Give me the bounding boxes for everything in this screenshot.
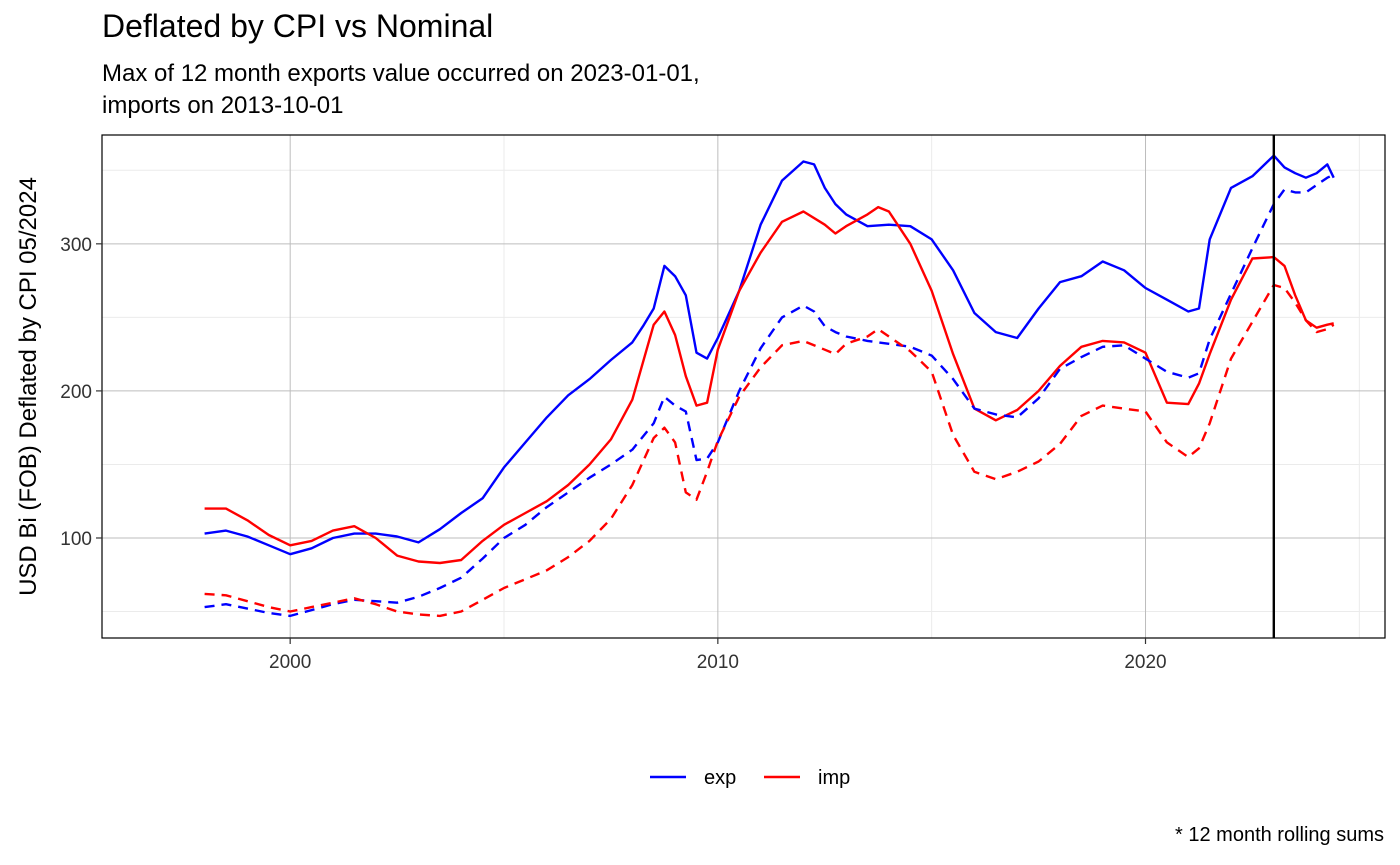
- subtitle-line-2: imports on 2013-10-01: [102, 92, 344, 119]
- legend-label-imp: imp: [818, 767, 850, 789]
- series-line-exp-solid: [204, 154, 1335, 556]
- y-tick-label: 100: [60, 529, 92, 550]
- series-line-exp-dashed: [204, 173, 1335, 618]
- series-line-imp-dashed: [204, 283, 1335, 618]
- chart-title: Deflated by CPI vs Nominal: [102, 8, 494, 44]
- series-line-imp-solid: [204, 205, 1334, 565]
- plot-border: [101, 134, 1386, 639]
- subtitle-line-1: Max of 12 month exports value occurred o…: [102, 60, 700, 87]
- legend-label-exp: exp: [704, 767, 736, 789]
- y-tick-label: 300: [60, 235, 92, 256]
- y-tick-label: 200: [60, 382, 92, 403]
- x-tick-label: 2000: [269, 652, 311, 673]
- x-tick-label: 2010: [697, 652, 739, 673]
- y-axis-label: USD Bi (FOB) Deflated by CPI 05/2024: [15, 177, 42, 596]
- x-tick-label: 2020: [1124, 652, 1166, 673]
- chart-subtitle: Max of 12 month exports value occurred o…: [102, 58, 700, 122]
- chart-caption: * 12 month rolling sums: [1175, 824, 1384, 846]
